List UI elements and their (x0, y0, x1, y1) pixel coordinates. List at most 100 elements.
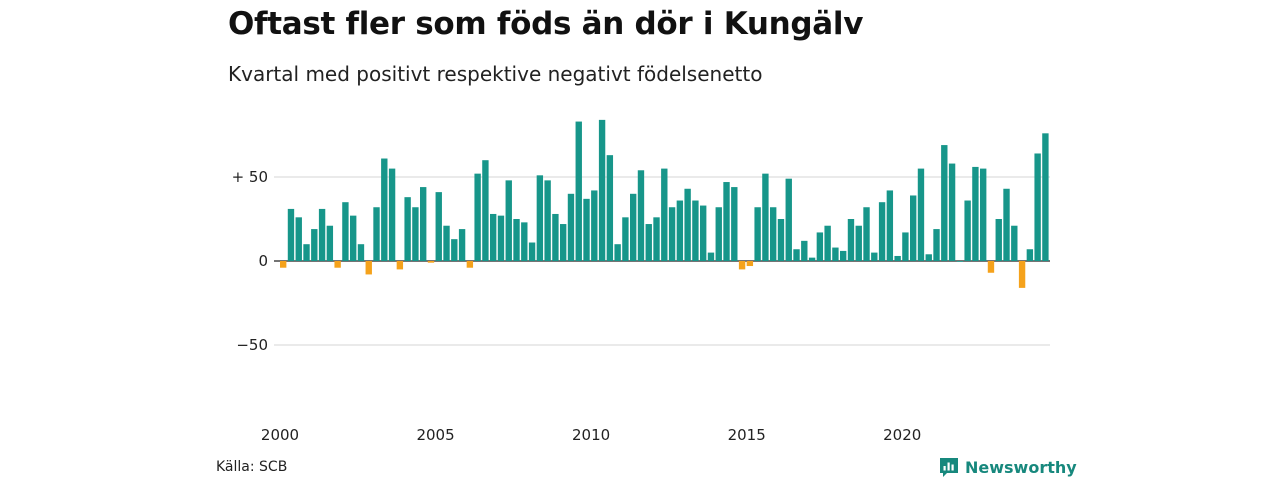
bar (404, 197, 411, 261)
bar (614, 244, 621, 261)
bar (801, 240, 808, 261)
bar (482, 160, 489, 261)
bar (575, 121, 582, 261)
bar (1026, 249, 1034, 261)
y-axis-tick-labels: + 50 0 −50 (232, 168, 268, 354)
bar (816, 232, 824, 261)
bar (871, 252, 878, 261)
bar (381, 158, 388, 261)
bar (762, 173, 769, 261)
bar (591, 190, 598, 261)
bar (396, 261, 404, 270)
bar (474, 173, 481, 261)
bar (505, 180, 512, 261)
bar (598, 119, 606, 261)
bar (521, 222, 528, 261)
bar (824, 225, 831, 261)
bar (785, 178, 792, 261)
bar (451, 239, 458, 261)
bar (373, 207, 380, 261)
bar (863, 207, 870, 261)
bar (295, 217, 302, 261)
bar (707, 252, 715, 261)
newsworthy-logo-icon (940, 458, 958, 477)
bar (902, 232, 909, 261)
bar (280, 261, 287, 268)
x-tick-label: 2015 (728, 426, 766, 444)
bar (365, 261, 372, 275)
bar (420, 187, 427, 261)
bar (808, 257, 816, 261)
bar (583, 198, 590, 261)
bar (1042, 133, 1049, 261)
bar (840, 250, 847, 261)
bar (987, 261, 995, 273)
bar (606, 155, 614, 261)
bar (684, 188, 691, 261)
bar (637, 170, 645, 261)
bar (1011, 225, 1018, 261)
y-tick-label: 0 (258, 252, 268, 270)
bar (723, 182, 730, 261)
brand-name: Newsworthy (965, 457, 1077, 477)
bar (311, 229, 318, 261)
bar (544, 180, 551, 261)
bar (746, 261, 754, 267)
bar (567, 193, 575, 261)
bar (645, 224, 652, 261)
bar (630, 193, 637, 261)
bar (513, 219, 520, 261)
bar (536, 175, 544, 261)
bar (995, 219, 1002, 261)
bar (731, 187, 738, 261)
bar (1003, 188, 1010, 261)
bar (676, 200, 684, 261)
bar (443, 225, 450, 261)
bar (435, 192, 442, 261)
bar (847, 219, 855, 261)
bar (412, 207, 419, 261)
x-tick-label: 2005 (416, 426, 454, 444)
bar (528, 242, 536, 261)
bar (1034, 153, 1041, 261)
source-note: Källa: SCB (216, 459, 288, 475)
chart-title: Oftast fler som föds än dör i Kungälv (228, 6, 864, 42)
bar (303, 244, 310, 261)
bar (777, 219, 785, 261)
chart-subtitle: Kvartal med positivt respektive negativt… (228, 62, 763, 86)
bar (466, 261, 474, 268)
bar (661, 168, 668, 261)
bar (894, 255, 901, 261)
bar (770, 207, 777, 261)
x-tick-label: 2010 (572, 426, 610, 444)
bar (350, 215, 357, 261)
bar (972, 166, 979, 261)
x-tick-label: 2000 (261, 426, 299, 444)
bar (700, 205, 707, 261)
bar (715, 207, 722, 261)
bar (980, 168, 987, 261)
bar (287, 208, 295, 261)
x-axis-tick-labels: 2000 2005 2010 2015 2020 (261, 426, 921, 444)
bar (793, 249, 800, 261)
bar (490, 213, 497, 261)
bar (886, 190, 894, 261)
bar (653, 217, 660, 261)
bar (878, 202, 886, 261)
x-tick-label: 2020 (883, 426, 921, 444)
bar (956, 261, 964, 262)
bar (318, 208, 326, 261)
bar (334, 261, 341, 268)
bar (1018, 261, 1026, 288)
bar (342, 202, 349, 261)
y-tick-label: + 50 (232, 168, 268, 186)
bar (458, 229, 466, 261)
bar (832, 247, 839, 261)
bar (925, 254, 932, 261)
bar (326, 225, 334, 261)
bar (357, 244, 365, 261)
bar (552, 213, 559, 261)
bar (668, 207, 676, 261)
bar (917, 168, 925, 261)
